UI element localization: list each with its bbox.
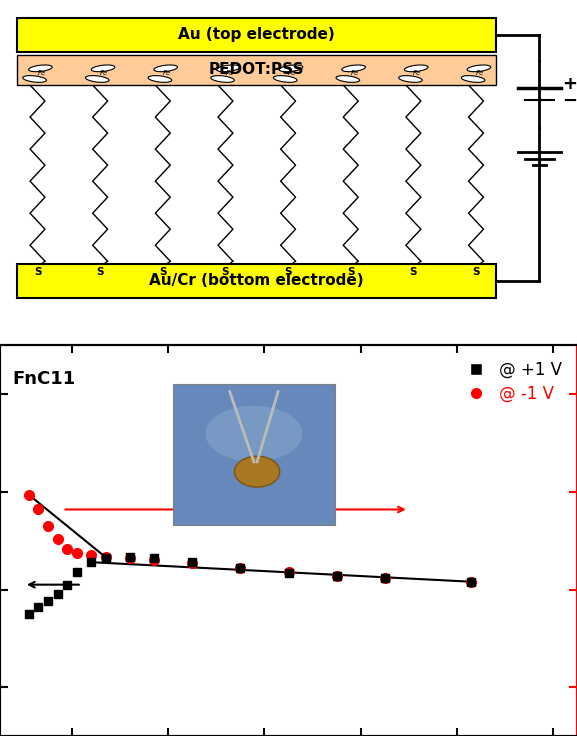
Text: S: S	[284, 267, 292, 277]
Ellipse shape	[148, 76, 172, 82]
Text: S: S	[96, 267, 104, 277]
Ellipse shape	[216, 65, 240, 71]
Ellipse shape	[404, 65, 428, 71]
Text: Fe: Fe	[38, 70, 46, 76]
Text: S: S	[222, 267, 229, 277]
Text: +: +	[562, 74, 577, 93]
Text: S: S	[410, 267, 417, 277]
Ellipse shape	[462, 76, 485, 82]
Text: PEDOT:PSS: PEDOT:PSS	[209, 63, 305, 77]
Ellipse shape	[336, 76, 359, 82]
Text: S: S	[347, 267, 354, 277]
Ellipse shape	[342, 65, 365, 71]
Ellipse shape	[91, 65, 115, 71]
Text: −: −	[562, 92, 577, 110]
Bar	[17, 264, 496, 297]
Bar	[17, 54, 496, 85]
Text: Au/Cr (bottom electrode): Au/Cr (bottom electrode)	[149, 274, 364, 289]
Text: FnC11: FnC11	[12, 370, 75, 388]
Text: S: S	[159, 267, 167, 277]
Ellipse shape	[273, 76, 297, 82]
Ellipse shape	[399, 76, 422, 82]
Ellipse shape	[23, 76, 46, 82]
Ellipse shape	[211, 76, 234, 82]
Ellipse shape	[279, 65, 303, 71]
Legend: @ +1 V, @ -1 V: @ +1 V, @ -1 V	[452, 354, 569, 410]
Text: Au (top electrode): Au (top electrode)	[178, 27, 335, 43]
Ellipse shape	[467, 65, 490, 71]
Text: Fe: Fe	[288, 70, 296, 76]
Text: Fe: Fe	[100, 70, 108, 76]
Ellipse shape	[29, 65, 52, 71]
Text: Fe: Fe	[413, 70, 422, 76]
Text: Fe: Fe	[476, 70, 484, 76]
Text: Fe: Fe	[351, 70, 359, 76]
Bar	[17, 18, 496, 52]
Text: Fe: Fe	[226, 70, 234, 76]
Text: S: S	[34, 267, 41, 277]
Text: S: S	[473, 267, 479, 277]
Text: Fe: Fe	[163, 70, 171, 76]
Ellipse shape	[154, 65, 178, 71]
Ellipse shape	[85, 76, 109, 82]
